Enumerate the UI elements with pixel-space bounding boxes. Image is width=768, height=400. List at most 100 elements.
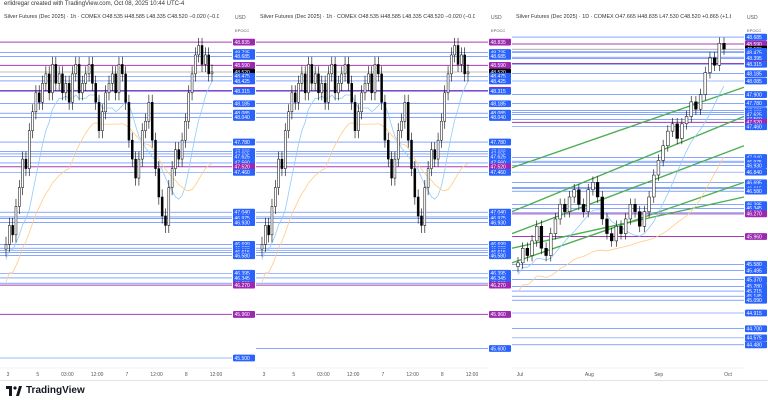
candle [323,83,327,103]
candle [197,45,200,56]
price-tag [489,38,511,46]
chart-pane-1d-right[interactable]: Silver Futures (Dec 2025) · 1D · COMEX O… [512,10,768,380]
candle [656,160,661,176]
candle [698,94,703,110]
price-tag-label: 46.930 [747,163,763,169]
candle [521,247,525,264]
price-tag [745,91,767,98]
price-tag-label: 45.960 [491,312,507,318]
price-tag-label: 47.520 [491,164,507,170]
chart-pane-1h-middle[interactable]: Silver Futures (Dec 2025) · 1h · COMEX O… [256,10,512,380]
time-tick-label: Aug [585,372,594,378]
price-tag [745,168,767,176]
candle [525,247,530,256]
candle [549,233,553,256]
candle [284,130,287,169]
candle [624,218,628,234]
price-tag-label: 47.040 [235,210,251,216]
moving-average-long-line [261,122,469,283]
price-tag [233,153,255,161]
candle [581,204,586,212]
price-tag [489,281,511,289]
price-tag-label: 45.280 [747,284,763,290]
time-tick-label: 8 [441,372,444,378]
price-tag [233,311,255,318]
candle [77,64,81,94]
candle [535,226,539,242]
candle [591,182,595,190]
candle [377,64,380,75]
candle [430,149,433,169]
candle [393,158,397,179]
price-tag-label: 48.475 [235,74,251,80]
candle [614,226,618,242]
price-tag-label: 48.835 [491,40,507,46]
price-tag [745,260,767,268]
candle [340,73,343,84]
time-tick-label: 3 [7,372,10,378]
candle [137,158,141,179]
candle [34,92,38,113]
tradingview-logo[interactable]: TradingView [6,385,85,396]
price-tag-label: 48.520 [235,70,251,76]
candle [410,139,413,169]
candle [530,240,534,256]
candle [436,139,440,160]
price-tag-label: 44.700 [747,327,763,333]
currency-sub-label: EPOCC [235,28,249,33]
chart-svg[interactable]: USDEPOCC48.83548.72548.68548.59048.52048… [0,10,256,380]
candle [84,73,87,84]
price-tag [745,187,767,195]
candle [600,196,604,220]
candle [277,158,280,188]
candle [170,168,174,188]
price-tag-label: 46.930 [235,220,251,226]
price-tag [745,33,767,41]
candle [327,73,330,103]
candle [74,64,78,75]
candle [689,101,693,117]
candle [4,244,8,250]
chart-svg[interactable]: USDEPOCC48.68548.59048.52048.49048.47548… [512,10,768,380]
price-tag-label: 47.460 [235,170,251,176]
price-tag [233,100,255,108]
candle [71,73,74,103]
candle [54,64,58,84]
price-tag-label: 46.270 [235,283,251,289]
candle [267,225,270,236]
price-tag [489,168,511,176]
candle [317,73,320,94]
candle [280,158,284,169]
time-tick-label: 5 [292,372,295,378]
candle [642,211,647,227]
moving-average-short-line [517,85,725,275]
candle [694,101,698,110]
price-tag-label: 48.085 [747,79,763,85]
chart-pane-1h-left[interactable]: Silver Futures (Dec 2025) · 1h · COMEX O… [0,10,256,380]
candle [577,189,581,205]
price-tag-label: 48.475 [491,74,507,80]
footer-bar: TradingView [0,380,768,400]
candle [363,83,367,94]
price-tag [745,325,767,333]
candle [117,64,121,94]
price-tag-label: 46.395 [491,271,507,277]
price-tag [745,40,767,48]
trend-channel-line [512,115,745,213]
pane-title: Silver Futures (Dec 2025) · 1D · COMEX O… [516,14,731,20]
candle [337,83,340,94]
candle [18,187,21,207]
candle [310,64,314,84]
candle [539,226,544,249]
candle [290,92,294,113]
candle [717,43,721,66]
candle [140,130,144,160]
chart-svg[interactable]: USDEPOCC48.83548.72548.68548.59048.52048… [256,10,512,380]
candle [121,64,124,75]
price-tag-label: 48.040 [491,115,507,121]
price-tag [489,88,511,95]
candle [403,102,407,122]
candle [460,54,463,65]
candle [333,64,337,94]
moving-average-short-line [261,81,469,260]
